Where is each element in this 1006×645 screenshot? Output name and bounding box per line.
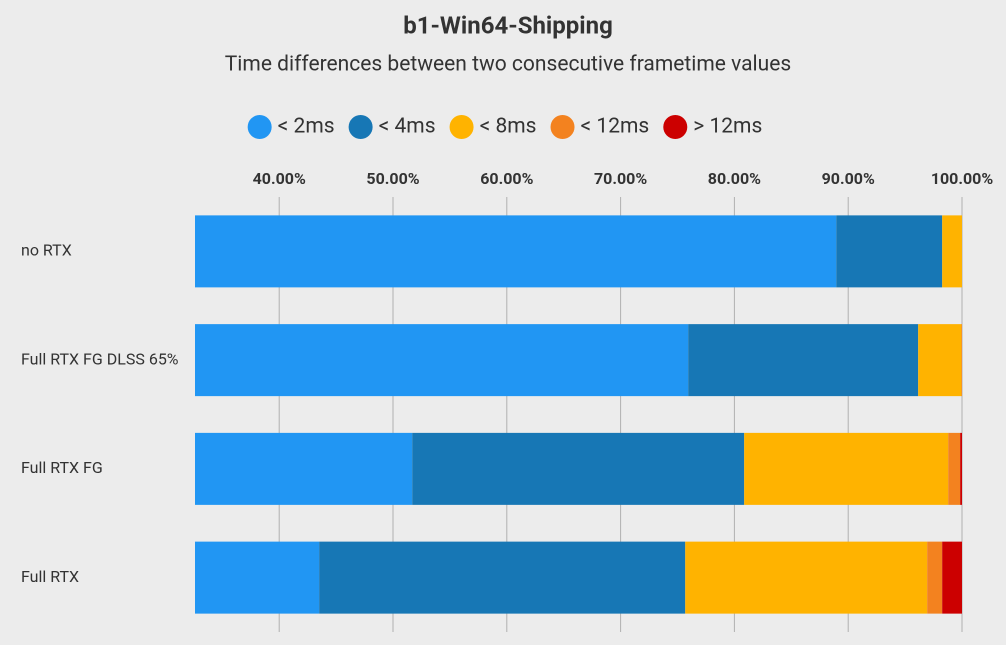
x-tick-label: 50.00% xyxy=(366,169,419,188)
bar-segment xyxy=(688,324,919,397)
bar-segment xyxy=(195,541,320,614)
bar-segment xyxy=(942,541,962,614)
legend-label: > 12ms xyxy=(693,115,762,139)
bar-segment xyxy=(927,541,943,614)
bar-segment xyxy=(195,432,413,505)
bar-segment xyxy=(195,324,689,397)
bar-segment xyxy=(918,324,962,397)
legend: < 2ms < 4ms < 8ms < 12ms > 12ms xyxy=(247,115,762,139)
bar-segment xyxy=(961,324,962,397)
legend-label: < 2ms xyxy=(278,115,335,139)
x-tick-label: 90.00% xyxy=(822,169,875,188)
x-tick-label: 40.00% xyxy=(253,169,306,188)
legend-swatch xyxy=(449,115,474,139)
category-label: no RTX xyxy=(21,241,72,260)
bar-segment xyxy=(685,541,928,614)
bar-segment xyxy=(948,432,961,505)
chart-title: b1-Win64-Shipping xyxy=(403,11,613,39)
legend-swatch xyxy=(663,115,688,139)
bar-segment xyxy=(744,432,949,505)
legend-item: < 2ms xyxy=(247,115,335,139)
category-label: Full RTX xyxy=(21,567,79,586)
category-label: Full RTX FG xyxy=(21,458,103,477)
x-tick-label: 60.00% xyxy=(480,169,533,188)
legend-label: < 4ms xyxy=(379,115,436,139)
x-tick-label: 100.00% xyxy=(931,169,994,188)
legend-swatch xyxy=(550,115,575,139)
bar-segment xyxy=(195,215,837,288)
category-label: Full RTX FG DLSS 65% xyxy=(21,349,179,368)
legend-item: > 12ms xyxy=(663,115,762,139)
legend-swatch xyxy=(348,115,373,139)
bar-segment xyxy=(319,541,686,614)
legend-item: < 8ms xyxy=(449,115,537,139)
legend-label: < 8ms xyxy=(480,115,537,139)
legend-swatch xyxy=(247,115,272,139)
bars xyxy=(195,215,962,614)
x-tick-label: 80.00% xyxy=(708,169,761,188)
x-tick-label: 70.00% xyxy=(594,169,647,188)
bar-segment xyxy=(942,215,962,288)
bar-segment xyxy=(412,432,745,505)
bar-segment xyxy=(836,215,943,288)
chart-subtitle: Time differences between two consecutive… xyxy=(225,53,791,77)
legend-item: < 12ms xyxy=(550,115,650,139)
legend-label: < 12ms xyxy=(581,115,650,139)
legend-item: < 4ms xyxy=(348,115,436,139)
bar-segment xyxy=(960,432,962,505)
